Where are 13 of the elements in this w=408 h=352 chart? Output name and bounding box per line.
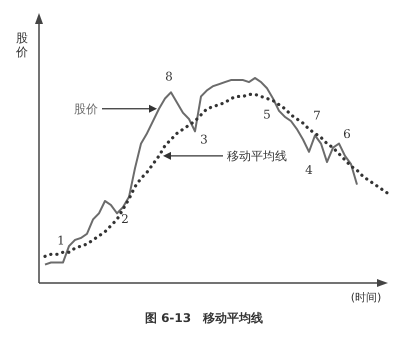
annotation: 8 <box>165 69 173 84</box>
annotation: 5 <box>263 107 271 122</box>
annotation: 3 <box>200 132 208 146</box>
text: 股价 <box>74 102 98 116</box>
annotation: 2 <box>121 212 129 226</box>
text: 图 6-13 移动平均线 <box>144 311 264 325</box>
y-axis-title: 股价 <box>15 31 28 59</box>
annotation: 7 <box>313 108 321 122</box>
annotation: 4 <box>305 162 314 177</box>
annotation: 6 <box>343 126 351 141</box>
annotation: 1 <box>57 234 65 248</box>
x-axis-title: (时间) <box>350 291 382 304</box>
legend-label: 移动平均线 <box>227 148 287 163</box>
